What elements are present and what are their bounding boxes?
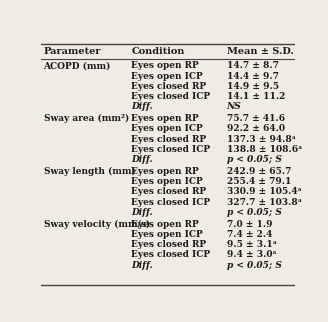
Text: 9.5 ± 3.1ᵃ: 9.5 ± 3.1ᵃ [227, 240, 277, 249]
Text: Eyes closed ICP: Eyes closed ICP [131, 145, 210, 154]
Text: 327.7 ± 103.8ᵃ: 327.7 ± 103.8ᵃ [227, 198, 301, 207]
Text: 330.9 ± 105.4ᵃ: 330.9 ± 105.4ᵃ [227, 187, 301, 196]
Text: 14.9 ± 9.5: 14.9 ± 9.5 [227, 82, 278, 91]
Text: 242.9 ± 65.7: 242.9 ± 65.7 [227, 167, 291, 176]
Text: Diff.: Diff. [131, 155, 153, 164]
Text: Diff.: Diff. [131, 260, 153, 270]
Text: NS: NS [227, 102, 241, 111]
Text: p < 0.05; S: p < 0.05; S [227, 260, 281, 270]
Text: Eyes closed RP: Eyes closed RP [131, 135, 206, 144]
Text: Eyes closed RP: Eyes closed RP [131, 82, 206, 91]
Text: ACOPD (mm): ACOPD (mm) [44, 62, 111, 71]
Text: 7.0 ± 1.9: 7.0 ± 1.9 [227, 220, 272, 229]
Text: Eyes open RP: Eyes open RP [131, 220, 199, 229]
Text: 92.2 ± 64.0: 92.2 ± 64.0 [227, 124, 285, 133]
Text: Eyes open ICP: Eyes open ICP [131, 230, 203, 239]
Text: Mean ± S.D.: Mean ± S.D. [227, 47, 293, 56]
Text: 9.4 ± 3.0ᵃ: 9.4 ± 3.0ᵃ [227, 251, 276, 260]
Text: Eyes open ICP: Eyes open ICP [131, 71, 203, 80]
Text: Parameter: Parameter [44, 47, 101, 56]
Text: 255.4 ± 79.1: 255.4 ± 79.1 [227, 177, 291, 186]
Text: 14.1 ± 11.2: 14.1 ± 11.2 [227, 92, 285, 101]
Text: Eyes closed RP: Eyes closed RP [131, 240, 206, 249]
Text: Diff.: Diff. [131, 208, 153, 217]
Text: Sway velocity (mm/s): Sway velocity (mm/s) [44, 220, 150, 229]
Text: Eyes open RP: Eyes open RP [131, 167, 199, 176]
Text: 7.4 ± 2.4: 7.4 ± 2.4 [227, 230, 272, 239]
Text: Eyes open RP: Eyes open RP [131, 114, 199, 123]
Text: Eyes open ICP: Eyes open ICP [131, 124, 203, 133]
Text: Diff.: Diff. [131, 102, 153, 111]
Text: 138.8 ± 108.6ᵃ: 138.8 ± 108.6ᵃ [227, 145, 302, 154]
Text: 137.3 ± 94.8ᵃ: 137.3 ± 94.8ᵃ [227, 135, 296, 144]
Text: Sway length (mm): Sway length (mm) [44, 167, 135, 176]
Text: Eyes closed ICP: Eyes closed ICP [131, 251, 210, 260]
Text: Eyes closed ICP: Eyes closed ICP [131, 198, 210, 207]
Text: Eyes closed RP: Eyes closed RP [131, 187, 206, 196]
Text: Eyes closed ICP: Eyes closed ICP [131, 92, 210, 101]
Text: 75.7 ± 41.6: 75.7 ± 41.6 [227, 114, 285, 123]
Text: p < 0.05; S: p < 0.05; S [227, 208, 281, 217]
Text: Condition: Condition [131, 47, 185, 56]
Text: 14.7 ± 8.7: 14.7 ± 8.7 [227, 62, 278, 71]
Text: Eyes open ICP: Eyes open ICP [131, 177, 203, 186]
Text: Eyes open RP: Eyes open RP [131, 62, 199, 71]
Text: p < 0.05; S: p < 0.05; S [227, 155, 281, 164]
Text: 14.4 ± 9.7: 14.4 ± 9.7 [227, 71, 278, 80]
Text: Sway area (mm²): Sway area (mm²) [44, 114, 129, 123]
